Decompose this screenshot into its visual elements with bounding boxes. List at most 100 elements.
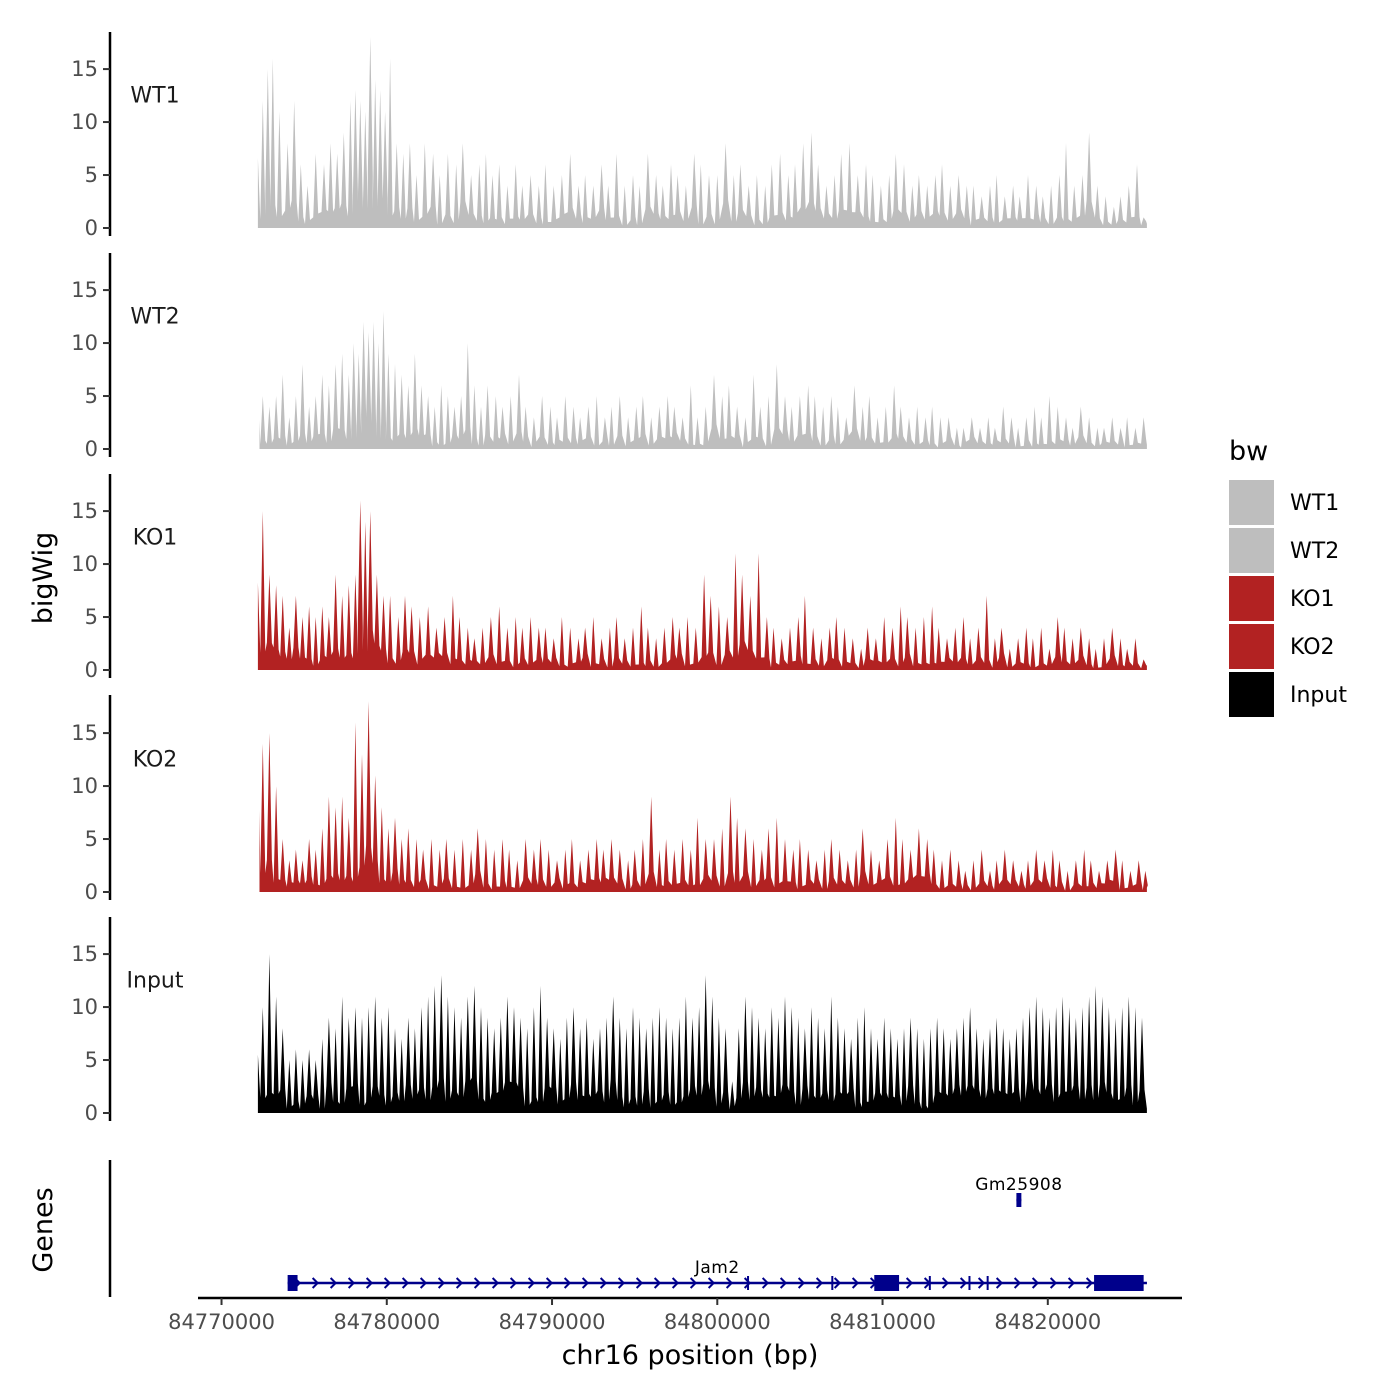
strand-arrow: [779, 1277, 788, 1289]
strand-arrow: [329, 1277, 338, 1289]
strand-arrow: [437, 1277, 446, 1289]
strand-arrow: [671, 1277, 680, 1289]
strand-arrow: [725, 1277, 734, 1289]
strand-arrow: [1067, 1277, 1076, 1289]
strand-arrow: [617, 1277, 626, 1289]
strand-arrow: [509, 1277, 518, 1289]
legend-label: WT2: [1290, 539, 1339, 564]
x-tick-label: 84780000: [333, 1310, 440, 1334]
strand-arrow: [797, 1277, 806, 1289]
exon: [874, 1275, 900, 1291]
strand-arrow: [527, 1277, 536, 1289]
exon: [1094, 1275, 1144, 1291]
strand-arrow: [977, 1277, 986, 1289]
y-tick-label: 5: [85, 827, 98, 851]
x-tick-label: 84790000: [499, 1310, 606, 1334]
strand-arrow: [959, 1277, 968, 1289]
y-tick-label: 15: [71, 942, 98, 966]
x-axis: 84770000 84780000 84790000 84800000 84810000…: [168, 1296, 1182, 1334]
strand-arrow: [995, 1277, 1004, 1289]
strand-arrow: [383, 1277, 392, 1289]
strand-arrow: [491, 1277, 500, 1289]
coverage-tracks: 0 5 10 15 WT1 0 5 10 15 WT2 0 5 10 15 KO1 0 5 10 15 KO2 0 5 10…: [71, 32, 1148, 1125]
legend-label: KO2: [1290, 635, 1335, 660]
legend-title: bw: [1229, 436, 1268, 467]
legend-item-wt2: WT2: [1229, 528, 1339, 573]
y-tick-label: 15: [71, 721, 98, 745]
strand-arrow: [1013, 1277, 1022, 1289]
strand-arrow: [1049, 1277, 1058, 1289]
legend-swatch: [1229, 528, 1274, 573]
gene-label-gm25908: Gm25908: [975, 1175, 1062, 1195]
track-label-input: Input: [127, 969, 184, 994]
exon: [928, 1276, 931, 1290]
y-tick-label: 15: [71, 278, 98, 302]
coverage-area-ko1: [257, 500, 1147, 670]
y-tick-label: 5: [85, 1048, 98, 1072]
coverage-area-input: [257, 954, 1147, 1113]
y-tick-label: 10: [71, 110, 98, 134]
strand-arrow: [581, 1277, 590, 1289]
gene-annotation-panel: Jam2 Gm25908: [108, 1160, 1147, 1297]
strand-arrow: [1031, 1277, 1040, 1289]
track-ko1: 0 5 10 15 KO1: [71, 474, 1147, 682]
y-tick-label: 0: [85, 880, 98, 904]
y-tick-label: 15: [71, 499, 98, 523]
track-label-ko1: KO1: [133, 526, 178, 551]
strand-arrow: [1085, 1277, 1094, 1289]
y-tick-label: 0: [85, 658, 98, 682]
strand-arrow: [653, 1277, 662, 1289]
legend-swatch: [1229, 624, 1274, 669]
strand-arrow: [365, 1277, 374, 1289]
strand-arrow: [761, 1277, 770, 1289]
exon: [747, 1276, 750, 1290]
y-tick-label: 0: [85, 1101, 98, 1125]
strand-arrow: [455, 1277, 464, 1289]
legend-item-wt1: WT1: [1229, 480, 1339, 525]
exon: [1016, 1193, 1022, 1207]
y-tick-label: 10: [71, 552, 98, 576]
x-tick-label: 84810000: [829, 1310, 936, 1334]
gene-gm25908: Gm25908: [975, 1175, 1062, 1207]
track-wt2: 0 5 10 15 WT2: [71, 253, 1147, 461]
strand-arrow: [347, 1277, 356, 1289]
y-tick-label: 0: [85, 437, 98, 461]
strand-arrow: [941, 1277, 950, 1289]
strand-arrow: [851, 1277, 860, 1289]
y-tick-label: 5: [85, 605, 98, 629]
x-tick-label: 84770000: [168, 1310, 275, 1334]
track-wt1: 0 5 10 15 WT1: [71, 32, 1147, 240]
strand-arrow: [545, 1277, 554, 1289]
legend: bw WT1 WT2 KO1 KO2 Input: [1229, 436, 1347, 717]
strand-arrow: [401, 1277, 410, 1289]
strand-arrow: [599, 1277, 608, 1289]
legend-item-ko1: KO1: [1229, 576, 1335, 621]
y-axis-title: bigWig: [28, 532, 59, 625]
gene-label-jam2: Jam2: [694, 1258, 740, 1278]
track-input: 0 5 10 15 Input: [71, 917, 1147, 1125]
legend-label: Input: [1290, 683, 1347, 708]
legend-label: WT1: [1290, 491, 1339, 516]
legend-item-input: Input: [1229, 672, 1347, 717]
legend-swatch: [1229, 576, 1274, 621]
gene-jam2: Jam2: [287, 1258, 1147, 1291]
coverage-area-ko2: [259, 701, 1148, 892]
strand-arrow: [707, 1277, 716, 1289]
strand-arrow: [419, 1277, 428, 1289]
strand-arrow: [743, 1277, 752, 1289]
strand-arrow: [905, 1277, 914, 1289]
strand-arrow: [563, 1277, 572, 1289]
y-tick-label: 0: [85, 216, 98, 240]
y-tick-label: 5: [85, 384, 98, 408]
strand-arrow: [689, 1277, 698, 1289]
strand-arrow: [815, 1277, 824, 1289]
legend-swatch: [1229, 480, 1274, 525]
strand-arrow: [473, 1277, 482, 1289]
coverage-area-wt1: [257, 37, 1147, 228]
strand-arrow: [833, 1277, 842, 1289]
y-tick-label: 10: [71, 331, 98, 355]
genes-panel-title: Genes: [28, 1187, 59, 1272]
track-label-ko2: KO2: [133, 748, 178, 773]
track-label-wt1: WT1: [130, 84, 179, 109]
